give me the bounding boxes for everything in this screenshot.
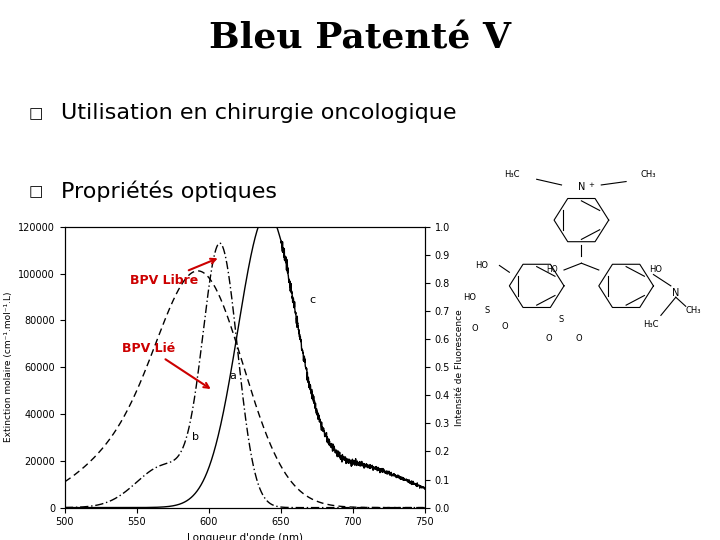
Text: H₃C: H₃C xyxy=(504,170,520,179)
Text: Bleu Patenté V: Bleu Patenté V xyxy=(209,22,511,56)
Text: +: + xyxy=(588,182,594,188)
Text: N: N xyxy=(672,288,680,298)
Text: □: □ xyxy=(29,184,43,199)
X-axis label: Longueur d'onde (nm): Longueur d'onde (nm) xyxy=(186,533,303,540)
Y-axis label: Extinction molaire (cm⁻¹.mol⁻¹.L): Extinction molaire (cm⁻¹.mol⁻¹.L) xyxy=(4,292,13,442)
Text: O: O xyxy=(546,334,552,342)
Text: O: O xyxy=(472,325,478,334)
Text: O: O xyxy=(575,334,582,342)
Text: Utilisation en chirurgie oncologique: Utilisation en chirurgie oncologique xyxy=(61,103,456,124)
Text: S: S xyxy=(485,306,490,315)
Text: H₃C: H₃C xyxy=(643,320,659,329)
Text: HO: HO xyxy=(475,261,489,270)
Text: a: a xyxy=(229,371,236,381)
Text: BPV Lié: BPV Lié xyxy=(122,342,209,388)
Text: O: O xyxy=(501,322,508,331)
Text: BPV Libre: BPV Libre xyxy=(130,259,215,287)
Text: S: S xyxy=(559,315,564,325)
Text: CH₃: CH₃ xyxy=(641,170,656,179)
Text: □: □ xyxy=(29,106,43,121)
Text: HO: HO xyxy=(463,293,476,302)
Text: b: b xyxy=(192,432,199,442)
Text: CH₃: CH₃ xyxy=(685,306,701,315)
Y-axis label: Intensité de Fluorescence: Intensité de Fluorescence xyxy=(456,309,464,426)
Text: HO: HO xyxy=(546,266,557,274)
Text: Propriétés optiques: Propriétés optiques xyxy=(61,181,277,202)
Text: c: c xyxy=(310,295,316,305)
Text: N: N xyxy=(577,182,585,192)
Text: HO: HO xyxy=(649,266,662,274)
